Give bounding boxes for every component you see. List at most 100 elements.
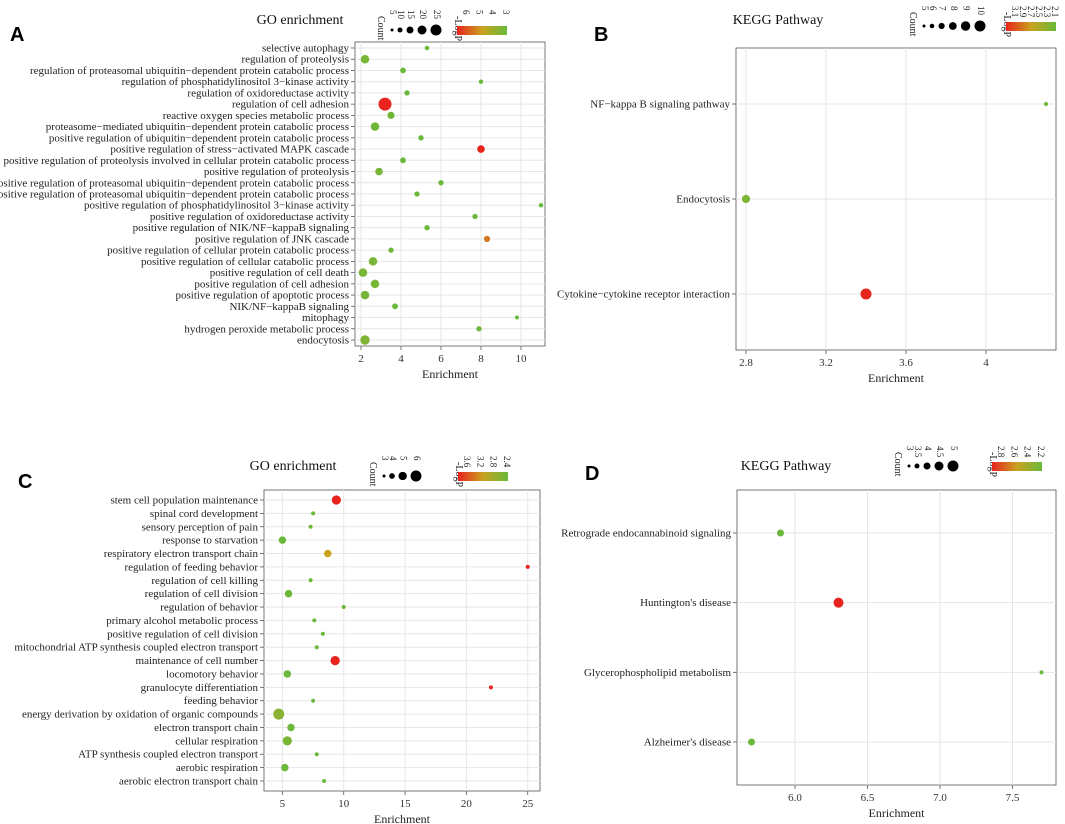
- panel-c-data-point: [283, 670, 292, 678]
- panel-a-data-point: [370, 279, 380, 289]
- panel-d-data-point: [833, 597, 844, 608]
- panel-a-data-point: [418, 135, 424, 141]
- panel-b-chart: KEGG Pathway 2.8 3.2 3.6 4 NF−kappa B signal…: [557, 6, 1060, 385]
- panel-a-size-legend-value: 5: [388, 10, 398, 15]
- panel-a-size-legend-title: Count: [375, 16, 386, 41]
- panel-b-color-legend-value: 3.1: [1010, 6, 1020, 17]
- panel-d-data-point: [748, 738, 755, 746]
- panel-a-x-tick-label: 2: [358, 353, 364, 365]
- panel-c-category-label: energy derivation by oxidation of organi…: [22, 709, 258, 721]
- panel-c-color-legend-value: 2.4: [502, 456, 512, 468]
- panel-a-title: GO enrichment: [257, 13, 344, 28]
- panel-c-category-label: regulation of feeding behavior: [125, 561, 259, 573]
- panel-a-data-point: [360, 54, 370, 64]
- panel-c-category-label: mitochondrial ATP synthesis coupled elec…: [14, 642, 258, 654]
- panel-b-color-legend-value: 2.1: [1050, 6, 1060, 17]
- panel-b-color-legend-value: 2.3: [1042, 6, 1052, 18]
- panel-c-category-label: stem cell population maintenance: [110, 495, 258, 507]
- panel-a-category-label: positive regulation of cellular cataboli…: [141, 256, 349, 268]
- panel-c-category-label: aerobic electron transport chain: [119, 776, 258, 788]
- panel-c-data-point: [282, 736, 292, 746]
- panel-b-size-legend-dot: [948, 22, 957, 30]
- panel-b-color-legend-value: 2.5: [1034, 6, 1044, 18]
- panel-a-data-point: [483, 235, 491, 243]
- panel-d-x-tick-label: 6.5: [861, 792, 875, 804]
- panel-a-data-point: [360, 335, 370, 345]
- panel-c-size-legend-title: Count: [367, 462, 378, 487]
- panel-c-color-legend-value: 3.6: [462, 456, 472, 468]
- panel-c-x-tick-label: 20: [461, 798, 473, 810]
- panel-d-size-legend-value: 4.5: [935, 446, 945, 458]
- panel-a-category-label: positive regulation of oxidoreductase ac…: [150, 211, 350, 223]
- panel-c-size-legend-dot: [382, 474, 386, 478]
- panel-c-category-label: sensory perception of pain: [142, 521, 259, 533]
- panel-c-data-point: [341, 605, 346, 610]
- panel-a-x-tick-label: 6: [438, 353, 444, 365]
- panel-a-data-point: [360, 290, 370, 300]
- panel-c-data-point: [273, 708, 285, 720]
- panel-b-x-axis-title: Enrichment: [868, 371, 925, 385]
- panel-c-data-point: [320, 631, 325, 636]
- panel-c-chart: GO enrichment 5 10 15 20 25 stem cell populat…: [14, 456, 541, 824]
- panel-a-data-point: [438, 180, 444, 186]
- panel-b-size-legend-value: 10: [976, 6, 986, 16]
- panel-letter-c: C: [18, 471, 32, 493]
- panel-a-data-point: [538, 203, 544, 208]
- panel-d-color-legend-value: 2.4: [1023, 446, 1033, 458]
- panel-b-size-legend-dot: [960, 21, 971, 31]
- panel-a-category-label: positive regulation of cell death: [210, 267, 350, 279]
- panel-b-x-tick-label: 3.6: [899, 357, 913, 369]
- panel-a-data-point: [387, 111, 395, 119]
- panel-a-category-label: proteasome−mediated ubiquitin−dependent …: [46, 121, 349, 133]
- panel-a-data-point: [368, 257, 378, 266]
- panel-c-x-tick-label: 15: [400, 798, 412, 810]
- panel-a-category-label: positive regulation of apoptotic process: [175, 290, 349, 302]
- panel-a-category-label: regulation of oxidoreductase activity: [187, 87, 349, 99]
- panel-d-x-tick-label: 7.5: [1006, 792, 1020, 804]
- panel-a-color-legend-value: 3: [501, 10, 511, 15]
- panel-a-size-legend-dot: [430, 24, 442, 36]
- panel-d-color-legend-bar: [992, 462, 1042, 471]
- panel-c-size-legend-value: 3: [380, 456, 390, 461]
- panel-c-data-point: [311, 511, 316, 516]
- panel-a-x-tick-label: 10: [516, 353, 528, 365]
- panel-c-data-point: [331, 495, 342, 505]
- panel-d-size-legend-dot: [907, 464, 911, 468]
- panel-a-category-label: regulation of proteolysis: [241, 54, 349, 66]
- panel-d-x-tick-label: 7.0: [933, 792, 947, 804]
- panel-a-data-point: [400, 67, 406, 74]
- panel-d-size-legend-dot: [914, 463, 920, 469]
- panel-c-color-legend-value: 3.2: [475, 456, 485, 467]
- panel-a-size-legend-dot: [390, 28, 394, 32]
- panel-c-category-label: spinal cord development: [150, 508, 258, 520]
- panel-a-data-point: [477, 145, 485, 153]
- panel-a-category-label: positive regulation of phosphatidylinosi…: [84, 200, 349, 212]
- panel-c-color-legend-value: 2.8: [489, 456, 499, 468]
- panel-a-category-label: positive regulation of proteasomal ubiqu…: [0, 177, 349, 189]
- panel-b-color-legend-value: 2.9: [1018, 6, 1028, 18]
- panel-b-data-point: [860, 288, 872, 300]
- panel-d-size-legend-dot: [934, 461, 944, 471]
- panel-a-data-point: [424, 45, 430, 51]
- panel-a-category-label: positive regulation of proteasomal ubiqu…: [0, 189, 349, 201]
- panel-d-x-tick-label: 6.0: [788, 792, 802, 804]
- panel-a-x-axis-title: Enrichment: [422, 367, 479, 381]
- panel-a-category-label: hydrogen peroxide metabolic process: [184, 323, 349, 335]
- panel-d-x-axis-title: Enrichment: [869, 806, 926, 820]
- panel-c-data-point: [314, 752, 319, 757]
- panel-a-category-label: positive regulation of JNK cascade: [195, 233, 349, 245]
- panel-d-category-label: Glycerophospholipid metabolism: [584, 667, 731, 679]
- panel-d-size-legend-title: Count: [892, 452, 903, 477]
- panel-c-category-label: cellular respiration: [175, 735, 258, 747]
- panel-c-category-label: electron transport chain: [154, 722, 258, 734]
- panel-a-color-legend-bar: [457, 26, 507, 35]
- panel-b-size-legend-value: 9: [962, 6, 972, 11]
- panel-c-data-point: [308, 578, 313, 583]
- panel-a-color-legend-value: 4: [488, 10, 498, 15]
- panel-b-size-legend-title: Count: [907, 12, 918, 37]
- panel-a-size-legend-value: 10: [396, 10, 406, 20]
- panel-a-data-point: [375, 167, 383, 176]
- panel-a-data-point: [515, 315, 519, 320]
